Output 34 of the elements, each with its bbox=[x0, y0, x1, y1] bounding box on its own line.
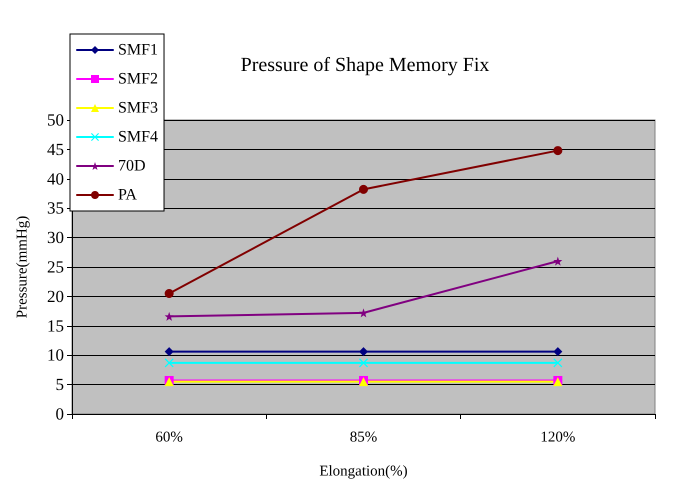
legend-label: PA bbox=[118, 186, 138, 204]
point bbox=[359, 358, 368, 368]
point bbox=[164, 288, 174, 298]
point bbox=[359, 184, 368, 194]
legend-label: SMF2 bbox=[118, 70, 158, 88]
y-tick-label: 45 bbox=[47, 140, 64, 159]
point bbox=[553, 256, 562, 266]
legend-label: SMF4 bbox=[118, 128, 158, 146]
y-tick-label: 35 bbox=[47, 198, 64, 218]
y-tick-label: 30 bbox=[47, 228, 64, 248]
point bbox=[359, 347, 368, 356]
legend-label: 70D bbox=[118, 158, 146, 174]
y-tick-label: 0 bbox=[56, 404, 64, 424]
y-tick-label: 20 bbox=[47, 286, 64, 306]
chart-title: Pressure of Shape Memory Fix bbox=[240, 54, 490, 76]
y-tick-label: 15 bbox=[47, 316, 64, 336]
point bbox=[553, 146, 562, 156]
y-axis-title: Pressure(mmHg) bbox=[14, 216, 30, 318]
x-axis-title: Elongation(%) bbox=[319, 464, 408, 480]
legend-label: SMF1 bbox=[118, 42, 158, 58]
x-tick-label: 120% bbox=[540, 430, 576, 446]
y-tick-label: 25 bbox=[47, 258, 64, 276]
y-tick-label: 10 bbox=[47, 346, 64, 365]
legend-label: SMF3 bbox=[118, 100, 158, 116]
point bbox=[164, 358, 174, 368]
y-tick-label: 40 bbox=[47, 169, 64, 188]
point bbox=[553, 358, 562, 368]
point bbox=[164, 312, 174, 321]
point bbox=[553, 347, 562, 356]
y-tick-label: 5 bbox=[56, 375, 64, 394]
point bbox=[164, 347, 174, 356]
y-tick-label: 50 bbox=[47, 110, 64, 130]
x-tick-label: 60% bbox=[155, 430, 183, 446]
x-tick-label: 85% bbox=[350, 430, 378, 446]
